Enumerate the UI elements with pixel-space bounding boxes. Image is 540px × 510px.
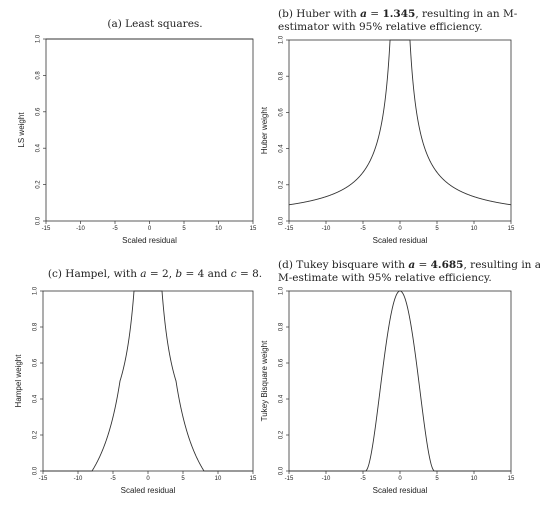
weight-curve bbox=[43, 290, 253, 472]
x-tick-label: 15 bbox=[250, 476, 257, 482]
x-tick-label: 0 bbox=[398, 476, 402, 482]
plot-frame bbox=[42, 290, 254, 472]
y-tick-label: 0.0 bbox=[36, 216, 42, 225]
y-tick-label: 0.4 bbox=[279, 394, 285, 403]
y-tick-label: 1.0 bbox=[33, 286, 39, 295]
caption-c: (c) Hampel, with a = 2, b = 4 and c = 8. bbox=[48, 268, 262, 280]
x-tick-label: 10 bbox=[471, 476, 478, 482]
y-axis-label: Tukey Bisquare weight bbox=[260, 340, 269, 421]
x-tick-label: -5 bbox=[360, 226, 366, 232]
plot-2: -15 -10 -5 0 5 10 15 0.0 0.2 0.4 0.6 0.8 1.0 Scaled r… bbox=[260, 35, 515, 245]
y-tick-label: 0.8 bbox=[33, 322, 39, 331]
x-tick-label: 10 bbox=[471, 226, 478, 232]
weight-curve bbox=[288, 39, 512, 206]
y-tick-label: 0.2 bbox=[33, 430, 39, 439]
x-tick-label: -15 bbox=[285, 226, 294, 232]
y-tick-label: 0.0 bbox=[279, 466, 285, 475]
y-tick-label: 0.8 bbox=[279, 322, 285, 331]
x-tick-label: -10 bbox=[74, 476, 83, 482]
plot-1: -15 -10 -5 0 5 10 15 0.0 0.2 0.4 0.6 0.8 1.0 Scaled r… bbox=[17, 34, 257, 245]
x-tick-label: -10 bbox=[322, 476, 331, 482]
y-tick-label: 0.6 bbox=[279, 358, 285, 367]
x-tick-label: -15 bbox=[42, 226, 51, 232]
x-tick-label: 5 bbox=[435, 476, 439, 482]
x-tick-label: 5 bbox=[435, 226, 439, 232]
x-tick-label: 15 bbox=[250, 226, 257, 232]
x-tick-label: -5 bbox=[110, 476, 116, 482]
y-tick-label: 0.2 bbox=[36, 180, 42, 189]
y-tick-label: 0.4 bbox=[279, 144, 285, 153]
y-tick-label: 0.8 bbox=[36, 71, 42, 80]
y-tick-label: 0.2 bbox=[279, 430, 285, 439]
x-tick-label: 0 bbox=[146, 476, 150, 482]
y-tick-label: 1.0 bbox=[279, 286, 285, 295]
y-axis-label: Huber weight bbox=[260, 106, 269, 154]
x-axis-label: Scaled residual bbox=[121, 486, 176, 495]
x-tick-label: 0 bbox=[398, 226, 402, 232]
caption-b-line2: estimator with 95% relative efficiency. bbox=[278, 21, 483, 33]
x-tick-label: 15 bbox=[508, 226, 515, 232]
y-tick-label: 0.6 bbox=[33, 358, 39, 367]
x-tick-label: -10 bbox=[76, 226, 85, 232]
x-tick-label: -15 bbox=[285, 476, 294, 482]
y-tick-label: 0.8 bbox=[279, 71, 285, 80]
weight-curve bbox=[289, 290, 511, 472]
x-tick-label: 10 bbox=[215, 476, 222, 482]
caption-a: (a) Least squares. bbox=[107, 18, 202, 30]
y-tick-label: 1.0 bbox=[279, 35, 285, 44]
x-tick-label: 10 bbox=[215, 226, 222, 232]
x-axis-label: Scaled residual bbox=[373, 236, 428, 245]
plot-frame bbox=[288, 39, 512, 222]
x-axis-label: Scaled residual bbox=[373, 486, 428, 495]
x-tick-label: 15 bbox=[508, 476, 515, 482]
x-tick-label: -5 bbox=[360, 476, 366, 482]
x-tick-label: -15 bbox=[39, 476, 48, 482]
x-tick-label: -10 bbox=[322, 226, 331, 232]
x-tick-label: -5 bbox=[112, 226, 118, 232]
caption-b-line1: (b) Huber with a = 1.345, resulting in a… bbox=[278, 8, 518, 20]
y-axis-label: LS weight bbox=[17, 112, 26, 148]
y-tick-label: 0.0 bbox=[33, 466, 39, 475]
plot-4: -15 -10 -5 0 5 10 15 0.0 0.2 0.4 0.6 0.8 1.0 Scaled r… bbox=[260, 286, 515, 495]
plot-3: -15 -10 -5 0 5 10 15 0.0 0.2 0.4 0.6 0.8 1.0 Scaled r… bbox=[14, 286, 257, 495]
y-tick-label: 0.4 bbox=[36, 143, 42, 152]
x-tick-label: 5 bbox=[182, 226, 186, 232]
caption-d-line1: (d) Tukey bisquare with a = 4.685, resul… bbox=[278, 259, 540, 271]
x-tick-label: 0 bbox=[148, 226, 152, 232]
caption-d-line2: M-estimate with 95% relative efficiency. bbox=[278, 272, 492, 284]
y-tick-label: 0.6 bbox=[279, 108, 285, 117]
y-tick-label: 1.0 bbox=[36, 34, 42, 43]
plot-frame bbox=[45, 38, 254, 222]
y-tick-label: 0.2 bbox=[279, 180, 285, 189]
y-tick-label: 0.4 bbox=[33, 394, 39, 403]
y-axis-label: Hampel weight bbox=[14, 354, 23, 408]
y-tick-label: 0.0 bbox=[279, 216, 285, 225]
y-tick-label: 0.6 bbox=[36, 107, 42, 116]
plot-frame bbox=[288, 290, 512, 472]
x-tick-label: 5 bbox=[181, 476, 185, 482]
x-axis-label: Scaled residual bbox=[122, 236, 177, 245]
